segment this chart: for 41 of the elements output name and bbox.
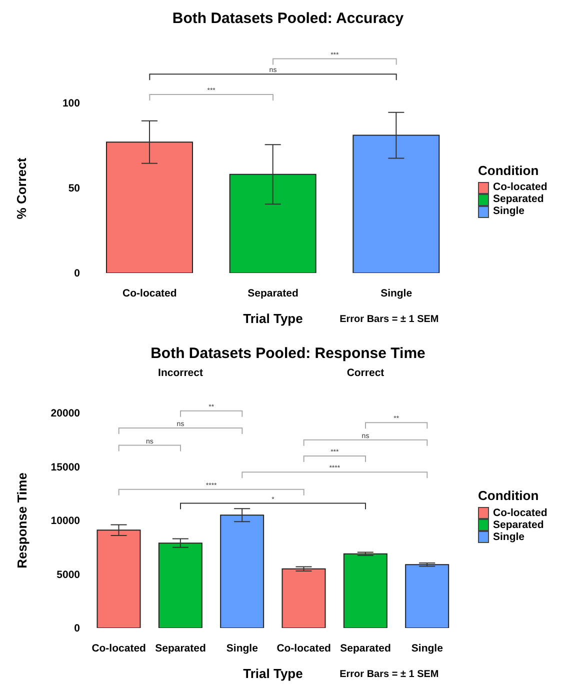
legend-label: Co-located bbox=[492, 181, 548, 194]
legend-label: Separated bbox=[492, 193, 545, 206]
legend-label: Separated bbox=[492, 518, 545, 532]
text: Error Bars = ± 1 SEM bbox=[340, 669, 439, 680]
y-tick-label: 0 bbox=[74, 622, 80, 635]
bar bbox=[96, 530, 141, 628]
legend-label: Co-located bbox=[492, 506, 548, 520]
bar bbox=[158, 542, 202, 628]
x-axis-title: Trial Type bbox=[243, 311, 303, 326]
text: Incorrect bbox=[157, 367, 204, 379]
x-axis-title: Trial Type bbox=[243, 666, 303, 681]
y-tick-label: 10000 bbox=[50, 515, 80, 528]
x-tick-label: Co-located bbox=[276, 642, 331, 654]
x-tick-label: Single bbox=[411, 642, 444, 654]
bar bbox=[343, 553, 388, 628]
text: Error Bars = ± 1 SEM bbox=[340, 314, 439, 325]
x-tick-label: Separated bbox=[340, 642, 391, 654]
y-tick-label: 20000 bbox=[50, 408, 80, 420]
bar bbox=[220, 514, 264, 628]
text: Correct bbox=[346, 367, 386, 379]
legend-title: Condition bbox=[478, 162, 540, 178]
y-tick-label: 50 bbox=[68, 182, 80, 195]
y-tick-label: 100 bbox=[62, 98, 80, 110]
x-tick-label: Co-located bbox=[122, 287, 177, 300]
chart-title: Both Datasets Pooled: Response Time bbox=[150, 345, 426, 362]
legend-title: Condition bbox=[478, 488, 540, 504]
y-tick-label: 0 bbox=[74, 268, 80, 280]
legend-label: Single bbox=[492, 530, 526, 544]
y-tick-label: 15000 bbox=[50, 461, 80, 474]
x-tick-label: Separated bbox=[155, 642, 206, 654]
legend-label: Single bbox=[492, 205, 526, 218]
x-tick-label: Single bbox=[226, 642, 258, 654]
x-tick-label: Co-located bbox=[92, 642, 146, 654]
y-axis-title: Response Time bbox=[14, 472, 30, 568]
x-tick-label: Separated bbox=[248, 287, 298, 300]
x-tick-label: Single bbox=[380, 287, 412, 300]
y-tick-label: 5000 bbox=[56, 568, 80, 581]
bar bbox=[282, 568, 326, 628]
y-axis-title: % Correct bbox=[14, 157, 30, 219]
chart-title: Both Datasets Pooled: Accuracy bbox=[171, 10, 405, 27]
bar bbox=[405, 564, 450, 628]
